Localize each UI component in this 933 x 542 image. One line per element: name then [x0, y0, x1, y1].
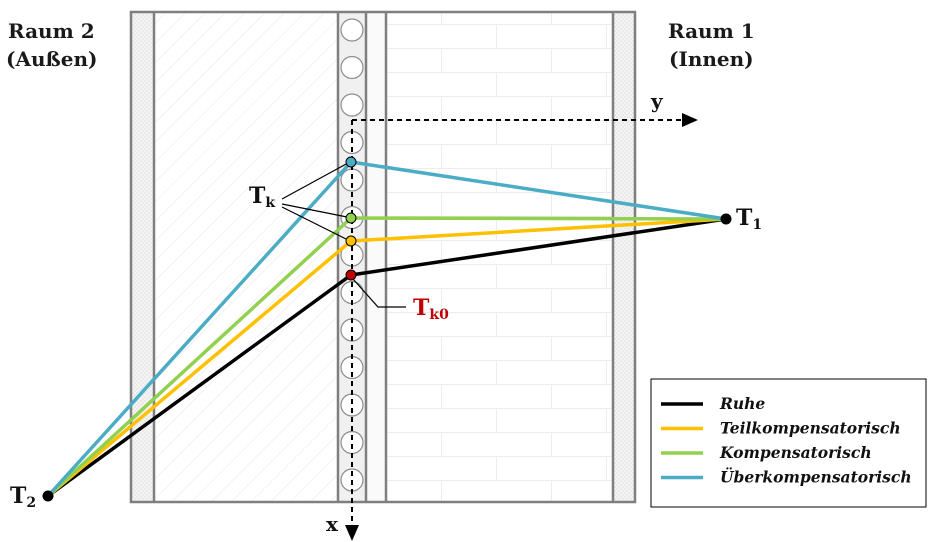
t1-label: T1: [736, 205, 762, 233]
legend-label: Ruhe: [719, 394, 765, 413]
t2-point: [42, 490, 54, 502]
room-right-line1: Raum 1: [668, 19, 755, 43]
room-right-line2: (Innen): [669, 47, 754, 71]
t2-label: T2: [10, 483, 36, 511]
brick-layer: [386, 12, 613, 502]
tk0-leader-line: [352, 278, 406, 308]
legend: Ruhe Teilkompensatorisch Kompensatorisch Üb…: [650, 378, 927, 508]
t1-point: [720, 213, 732, 225]
tk-komp-point: [345, 212, 357, 224]
tk-ueber-point: [345, 156, 357, 168]
wall: [129, 10, 637, 504]
tk-teil-point: [345, 235, 357, 247]
pipe-circle: [340, 18, 364, 42]
wall-outline: [129, 10, 637, 504]
gap-layer: [366, 12, 386, 502]
tk0-point: [345, 269, 357, 281]
points: [42, 156, 732, 502]
pipe-circle: [340, 430, 364, 455]
legend-box: [650, 378, 927, 508]
legend-label: Kompensatorisch: [719, 443, 872, 462]
x-axis-label: x: [326, 512, 339, 536]
tk-leader-line: [281, 206, 349, 241]
tk-label: Tk: [249, 183, 275, 211]
legend-label: Teilkompensatorisch: [720, 419, 901, 438]
tk0-label: Tk0: [413, 295, 449, 323]
pipe-circle: [340, 55, 364, 80]
y-axis-arrow-icon: [682, 113, 698, 127]
pipe-circle: [340, 93, 364, 117]
y-axis-label: y: [650, 89, 664, 113]
room-left-line2: (Außen): [6, 47, 97, 71]
inner-plaster-layer: [613, 12, 635, 502]
tk-leader-line: [281, 203, 348, 218]
axes: y x: [326, 89, 698, 541]
room-left-line1: Raum 2: [8, 19, 95, 43]
tk-leaders: [281, 162, 406, 308]
outer-plaster-layer: [131, 12, 154, 502]
x-axis-arrow-icon: [345, 525, 359, 541]
tk-leader-line: [281, 162, 349, 200]
legend-label: Überkompensatorisch: [720, 468, 912, 487]
